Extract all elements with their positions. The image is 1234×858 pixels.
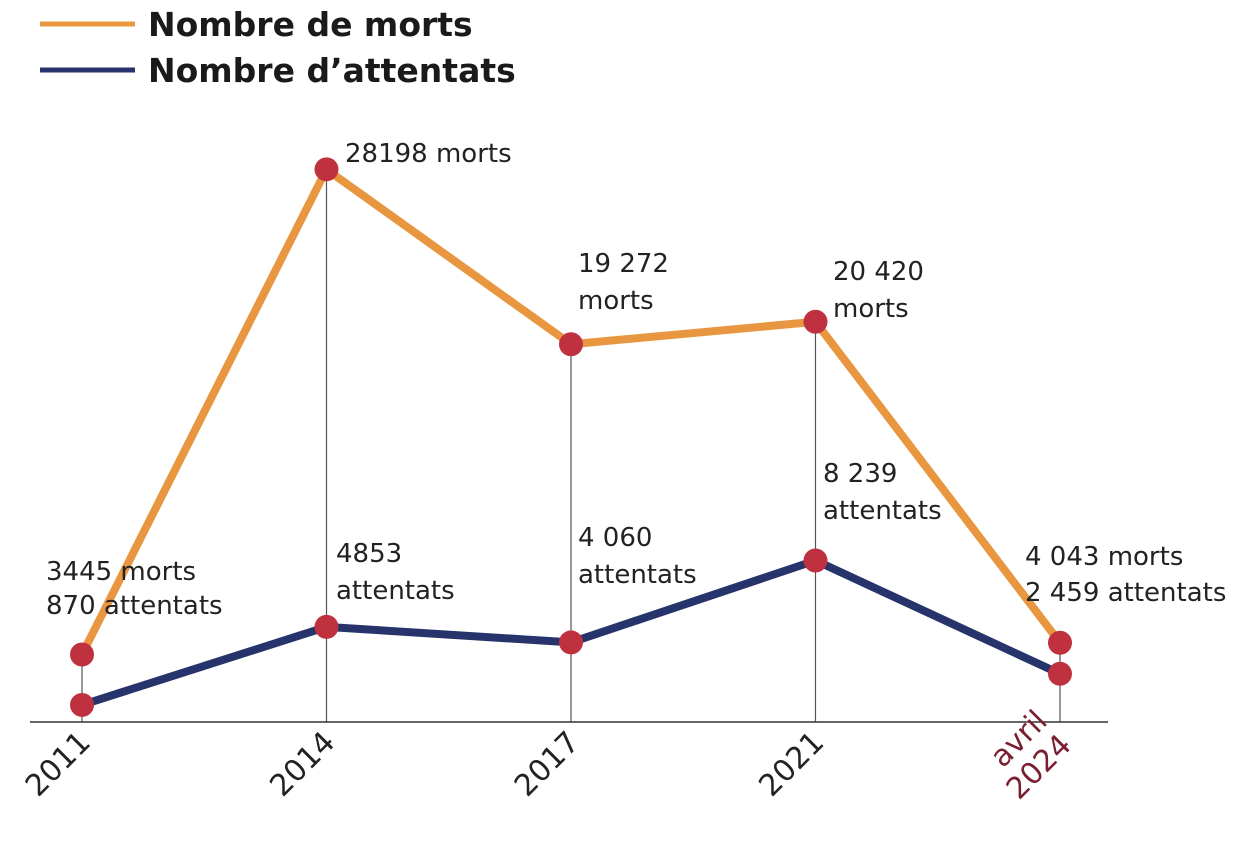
- marker: [70, 692, 94, 717]
- legend-label: Nombre d’attentats: [148, 51, 516, 90]
- x-tick-label: 2017: [508, 725, 587, 804]
- value-label: 2 459 attentats: [1025, 578, 1226, 608]
- x-tick-label: 2014: [263, 725, 342, 804]
- value-label: 28198 morts: [345, 139, 512, 169]
- x-tick-label: 2011: [19, 725, 98, 804]
- value-label: 4 043 morts: [1025, 542, 1183, 572]
- marker: [559, 332, 583, 357]
- value-label: 4 060 attentats: [578, 523, 697, 590]
- marker: [314, 614, 339, 639]
- marker: [803, 548, 828, 573]
- value-label: 4853 attentats: [336, 539, 455, 606]
- x-tick-label: avril2024: [976, 704, 1079, 807]
- value-label: 3445 morts: [46, 557, 196, 587]
- value-label: 8 239 attentats: [823, 459, 942, 526]
- x-tick-label: 2021: [752, 725, 831, 804]
- legend-label: Nombre de morts: [148, 5, 473, 44]
- marker: [803, 309, 828, 334]
- marker: [1048, 661, 1072, 686]
- value-label: 20 420 morts: [833, 257, 924, 324]
- value-label: 870 attentats: [46, 591, 223, 621]
- marker: [1048, 630, 1072, 655]
- value-label: 19 272 morts: [578, 249, 669, 316]
- marker: [314, 157, 339, 182]
- marker: [70, 642, 94, 667]
- marker: [559, 630, 583, 655]
